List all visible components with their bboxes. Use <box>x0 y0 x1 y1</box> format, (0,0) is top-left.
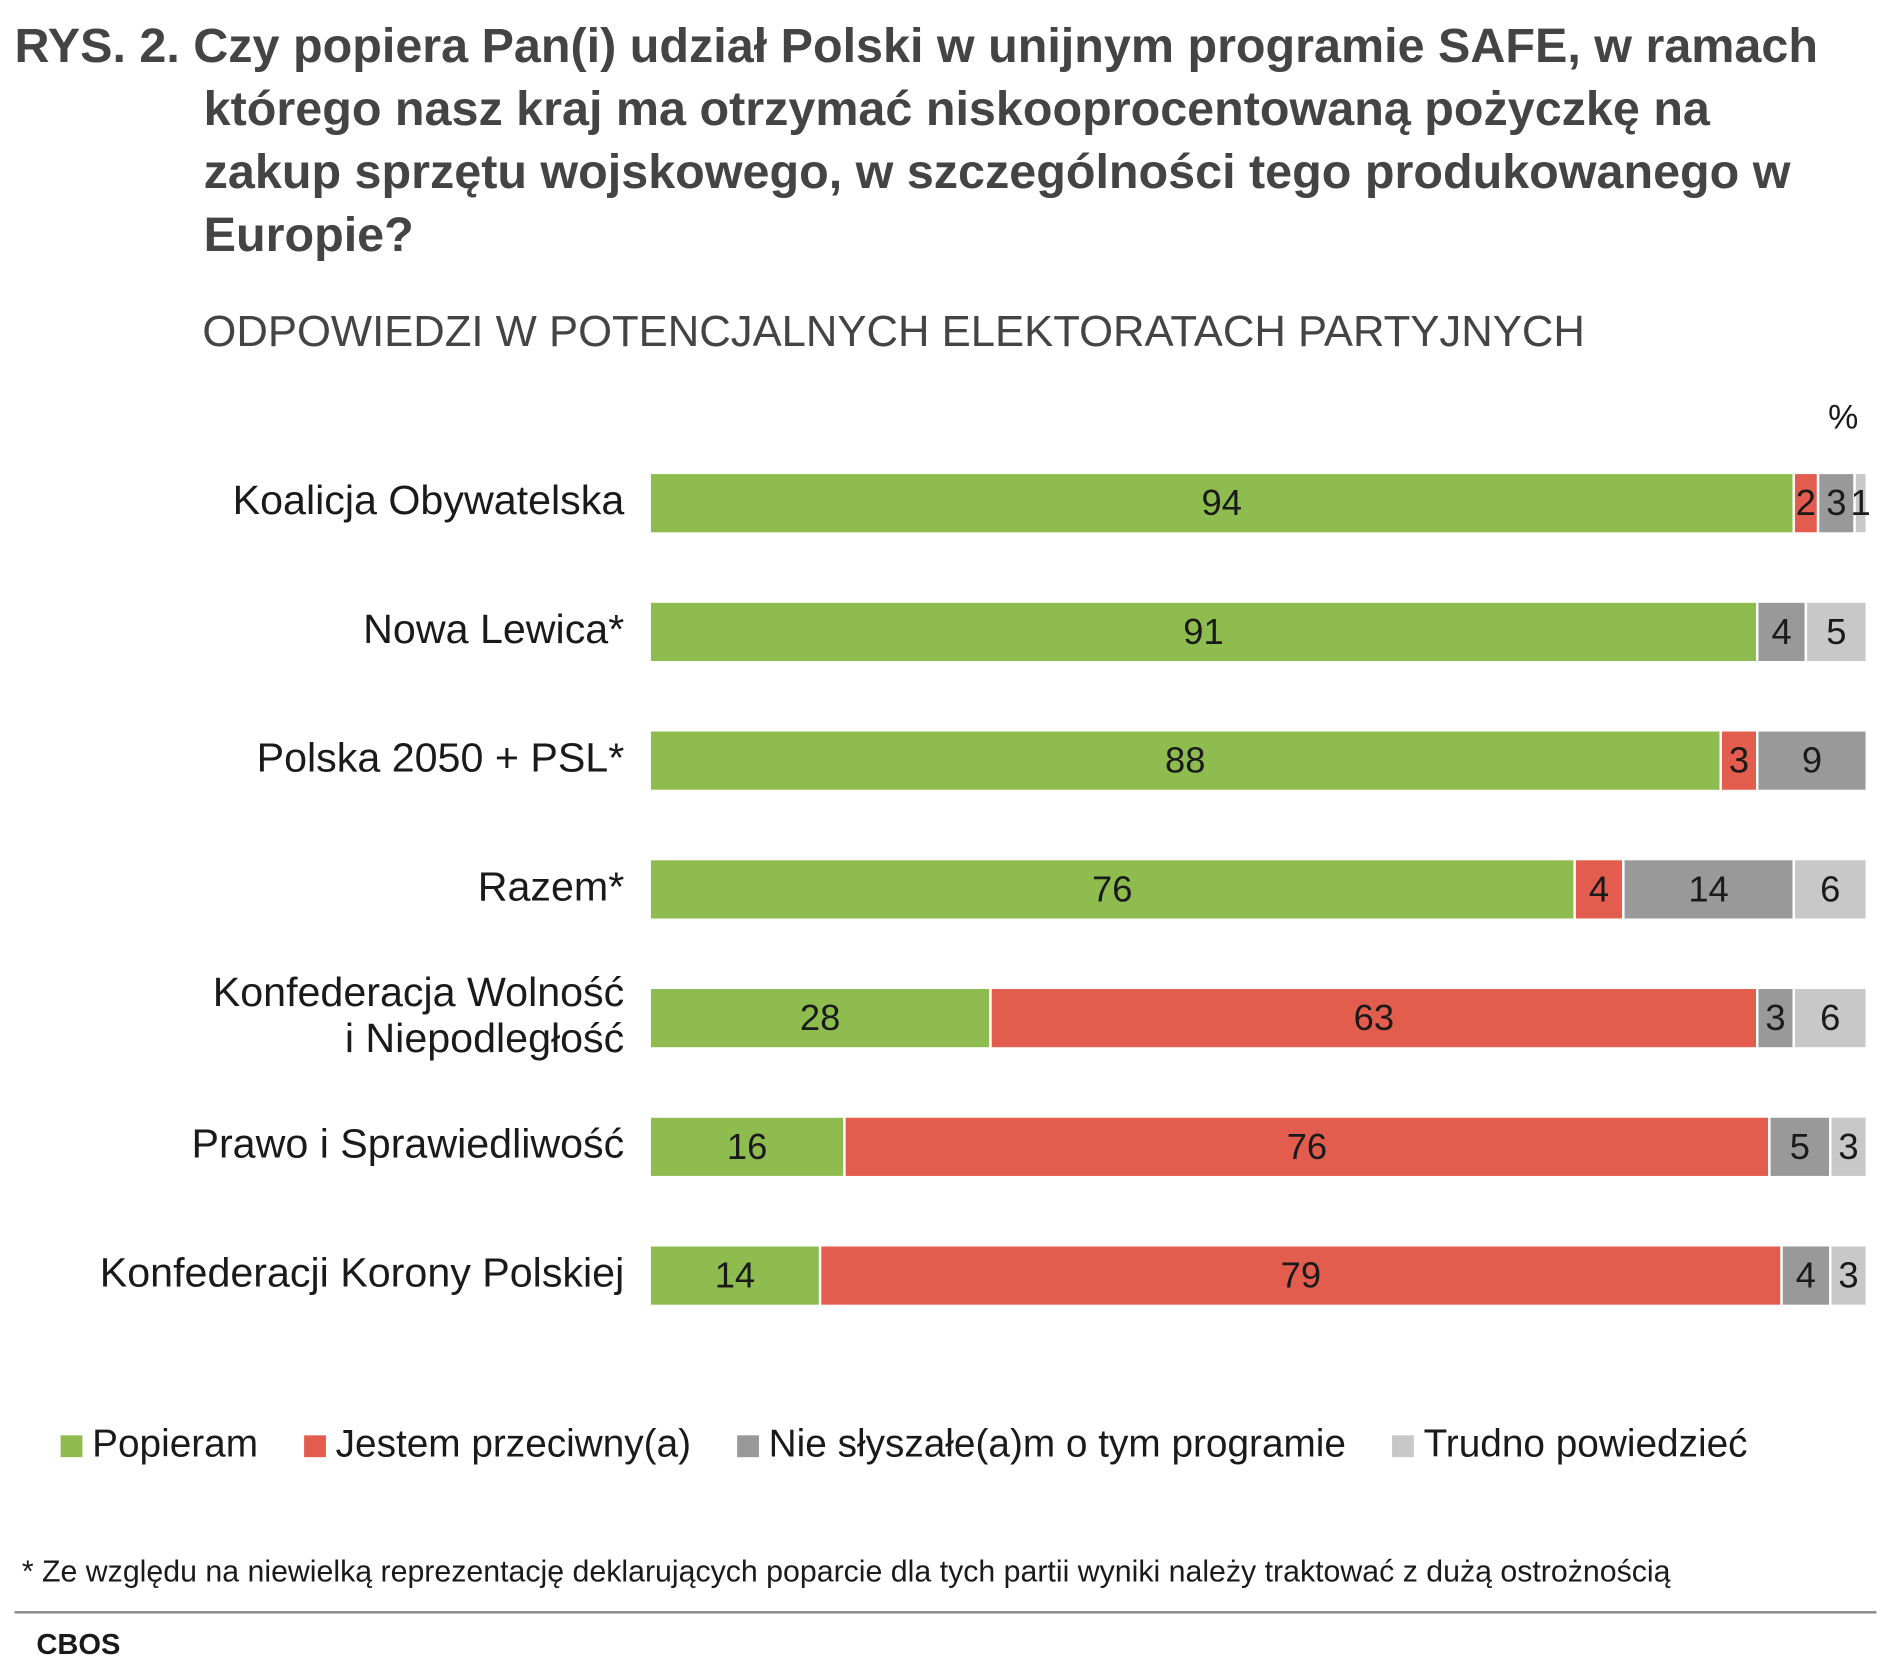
category-label: Nowa Lewica* <box>363 606 624 652</box>
data-label: 3 <box>1729 740 1749 781</box>
data-label: 79 <box>1281 1255 1321 1296</box>
bar-segment <box>1853 471 1868 535</box>
bar-segment <box>1622 857 1795 921</box>
legend-swatch <box>737 1435 759 1458</box>
bar-segment <box>1792 986 1868 1050</box>
legend-label: Nie słyszałe(a)m o tym programie <box>769 1423 1346 1466</box>
bar-segment <box>1829 1244 1868 1308</box>
data-label: 3 <box>1826 482 1846 523</box>
bar-segment <box>1804 600 1868 664</box>
category-label: Prawo i Sprawiedliwość <box>191 1121 624 1167</box>
bar-segment <box>648 1244 822 1308</box>
bar-segment <box>1829 1115 1868 1179</box>
bar-segment <box>1780 1244 1832 1308</box>
bar-segment <box>1573 857 1625 921</box>
data-label: 5 <box>1790 1126 1810 1167</box>
data-label: 3 <box>1838 1126 1858 1167</box>
unit-label: % <box>1828 399 1858 437</box>
data-label: 14 <box>715 1255 755 1296</box>
data-label: 16 <box>727 1126 767 1167</box>
legend-swatch <box>60 1435 83 1458</box>
data-label: 2 <box>1796 482 1816 523</box>
data-label: 63 <box>1354 997 1394 1038</box>
bar-segment <box>648 1115 846 1179</box>
category-label: Konfederacja Wolność i Niepodległość <box>213 969 625 1061</box>
data-label: 94 <box>1202 482 1242 523</box>
data-label: 9 <box>1802 740 1822 781</box>
bar-segment <box>1756 729 1868 793</box>
legend-swatch <box>1392 1435 1414 1458</box>
data-label: 4 <box>1796 1255 1816 1296</box>
bar-segment <box>648 857 1576 921</box>
category-label: Polska 2050 + PSL* <box>257 735 625 781</box>
title-box: RYS. 2. Czy popiera Pan(i) udział Polski… <box>14 19 1818 262</box>
subtitle: ODPOWIEDZI W POTENCJALNYCH ELEKTORATACH … <box>202 308 1584 356</box>
data-label: 3 <box>1765 997 1785 1038</box>
data-label: 91 <box>1183 611 1223 652</box>
data-label: 76 <box>1092 868 1132 909</box>
data-label: 5 <box>1826 611 1846 652</box>
legend-label: Popieram <box>92 1423 258 1466</box>
legend-label: Trudno powiedzieć <box>1424 1423 1748 1466</box>
legend-label: Jestem przeciwny(a) <box>336 1423 691 1466</box>
bar-segment <box>843 1115 1771 1179</box>
data-label: 88 <box>1165 740 1205 781</box>
bar-segment <box>1792 857 1868 921</box>
legend-swatch <box>304 1435 326 1458</box>
source: CBOS <box>36 1629 120 1661</box>
category-label: Razem* <box>478 863 625 909</box>
category-label: Konfederacji Korony Polskiej <box>100 1249 624 1295</box>
data-label: 3 <box>1838 1255 1858 1296</box>
data-label: 76 <box>1287 1126 1327 1167</box>
chart-title: RYS. 2. Czy popiera Pan(i) udział Polski… <box>14 19 1818 262</box>
footnote: * Ze względu na niewielką reprezentację … <box>22 1556 1671 1589</box>
data-label: 14 <box>1688 868 1728 909</box>
data-label: 28 <box>800 997 840 1038</box>
data-label: 4 <box>1771 611 1791 652</box>
data-label: 4 <box>1589 868 1609 909</box>
bar-segment <box>1816 471 1856 535</box>
bar-segment <box>648 986 992 1050</box>
category-label: Koalicja Obywatelska <box>233 477 625 523</box>
data-label: 1 <box>1851 482 1871 523</box>
bar-segment <box>648 600 1759 664</box>
data-label: 6 <box>1820 997 1840 1038</box>
data-label: 6 <box>1820 868 1840 909</box>
